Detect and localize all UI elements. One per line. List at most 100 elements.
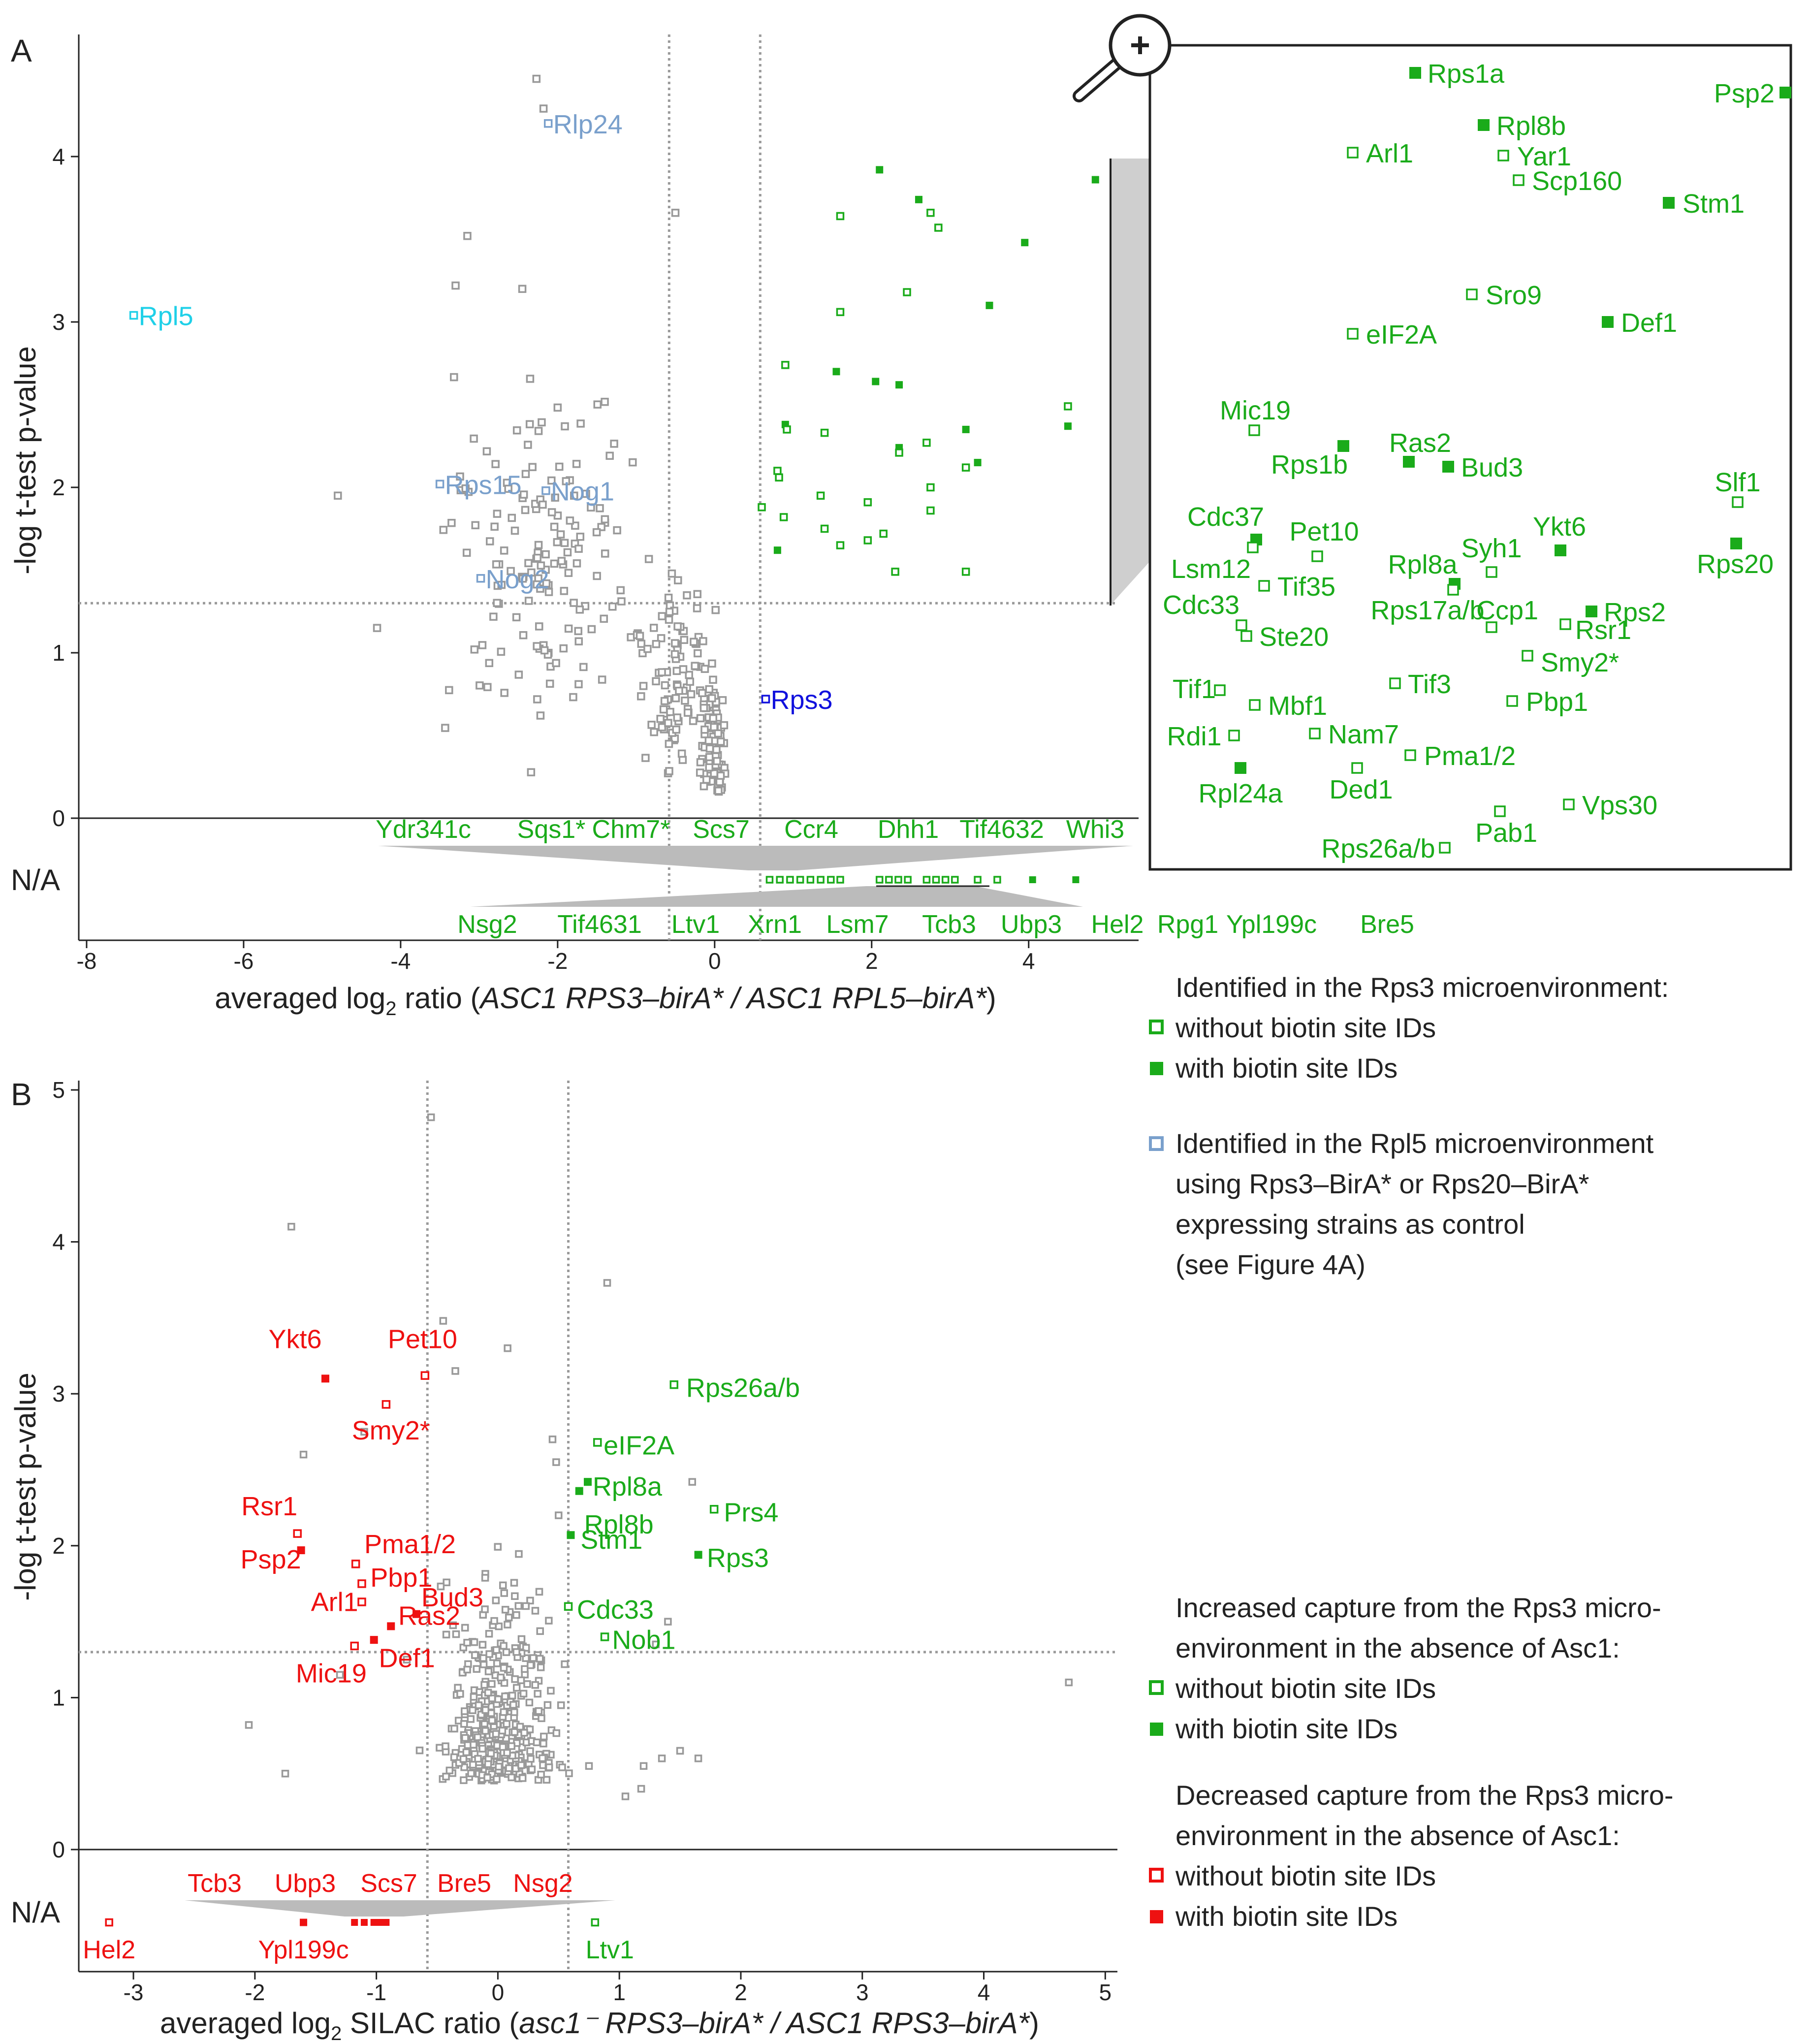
zoom-point-label: Ste20 xyxy=(1259,622,1329,652)
panel-a-na-point xyxy=(993,876,1001,884)
panel-a-gray-point xyxy=(714,729,723,738)
panel-a-x-tick-label: -2 xyxy=(547,948,568,974)
panel-a-gray-point xyxy=(671,208,680,217)
panel-a-gray-point xyxy=(705,753,714,762)
panel-b-gray-point xyxy=(467,1769,475,1778)
panel-b-green-point xyxy=(593,1438,602,1447)
panel-b-gray-point xyxy=(688,1478,697,1486)
panel-a-gray-point xyxy=(559,644,568,653)
panel-b-gray-point xyxy=(529,1654,537,1662)
panel-a-gray-point xyxy=(699,703,708,712)
panel-a-na-bottom-label: Bre5 xyxy=(1360,910,1414,939)
zoom-connector xyxy=(1110,159,1151,606)
panel-a-green-point xyxy=(926,483,935,492)
panel-a-gray-point xyxy=(683,591,691,600)
panel-b-gray-point xyxy=(542,1776,551,1784)
panel-b-x-tick-label: 3 xyxy=(856,1980,869,2005)
panel-a-na-bottom-label: Rpg1 xyxy=(1157,910,1218,939)
panel-a-gray-point xyxy=(566,516,574,525)
panel-b-gray-point xyxy=(526,1597,534,1605)
panel-a-gray-point xyxy=(600,614,608,623)
panel-b-gray-point xyxy=(470,1741,477,1749)
panel-a-green-point xyxy=(926,506,935,515)
zoom-point-label: Rpl8b xyxy=(1496,111,1566,141)
panel-b-gray-point xyxy=(475,1701,483,1709)
panel-a-na-bottom-label: Ltv1 xyxy=(671,910,720,939)
panel-b-gray-point xyxy=(494,1695,502,1703)
zoom-point xyxy=(1522,650,1533,662)
panel-a-gray-point xyxy=(686,677,695,686)
zoom-point-label: Lsm12 xyxy=(1171,554,1251,584)
panel-b-gray-point xyxy=(538,1714,545,1723)
panel-b-gray-point xyxy=(403,1656,411,1663)
panel-a-gray-point xyxy=(716,771,725,780)
panel-a-gray-point xyxy=(664,719,672,727)
panel-b-gray-point xyxy=(478,1745,486,1753)
panel-a-na-point xyxy=(765,876,774,884)
panel-a-gray-point xyxy=(560,539,569,547)
panel-a-gray-point xyxy=(582,489,590,498)
panel-b-gray-point xyxy=(603,1279,611,1287)
panel-a-gray-point xyxy=(711,606,720,614)
zoom-point-label: Rps17a/b xyxy=(1370,596,1484,625)
panel-a-gray-point xyxy=(525,420,534,428)
panel-a-gray-point xyxy=(708,659,716,668)
zoom-point-label: Def1 xyxy=(1621,308,1677,338)
panel-a-green-point xyxy=(926,208,935,217)
panel-b-green-point xyxy=(564,1602,573,1611)
panel-a-gray-point xyxy=(470,434,478,443)
panel-b-na-point-label: Hel2 xyxy=(83,1936,135,1964)
panel-a-gray-point xyxy=(491,460,500,468)
panel-a-gray-point xyxy=(674,576,682,584)
panel-a-na-bottom-label: Xrn1 xyxy=(748,910,802,939)
panel-a-gray-point xyxy=(441,724,449,732)
panel-a-y-tick-label: 3 xyxy=(52,309,65,335)
panel-b-red-label: Def1 xyxy=(379,1644,435,1673)
panel-a-gray-point xyxy=(671,694,680,703)
panel-a-x-tick-label: -6 xyxy=(233,948,254,974)
panel-a-gray-point xyxy=(605,451,614,460)
panel-a-na-top-label: Ccr4 xyxy=(784,815,838,844)
panel-a-na-point xyxy=(875,876,884,884)
legend-a-rpl5-line-1: Identified in the Rpl5 microenvironment xyxy=(1176,1128,1654,1159)
panel-a-gray-point xyxy=(660,697,669,705)
legend-b-decreased-filled-text: with biotin site IDs xyxy=(1175,1901,1398,1932)
zoom-point xyxy=(1486,621,1497,633)
panel-b-gray-point xyxy=(528,1765,536,1773)
panel-b-green-point xyxy=(567,1531,575,1539)
panel-b-gray-point xyxy=(537,1770,545,1779)
panel-b-gray-point xyxy=(517,1761,525,1769)
zoom-point xyxy=(1247,542,1259,553)
panel-b-green-label: Rps3 xyxy=(707,1543,769,1573)
zoom-point-label: Ccp1 xyxy=(1476,596,1538,625)
panel-b-green-point xyxy=(709,1504,719,1514)
panel-b-red-label: Rsr1 xyxy=(241,1492,297,1521)
panel-a-gray-point xyxy=(556,530,565,539)
panel-a-gray-point xyxy=(665,739,673,748)
panel-a-gray-point xyxy=(562,477,571,485)
panel-b-x-tick-label: 5 xyxy=(1099,1980,1112,2005)
panel-a-gray-point xyxy=(570,599,578,607)
panel-a-gray-point xyxy=(483,683,492,691)
panel-b-gray-point xyxy=(281,1769,289,1778)
zoom-point xyxy=(1347,147,1359,159)
panel-a-point-label: Rlp24 xyxy=(553,110,623,139)
panel-a-gray-point xyxy=(700,665,709,673)
panel-a-na-point xyxy=(904,876,912,884)
panel-a-x-tick-label: -8 xyxy=(76,948,96,974)
panel-b-red-point xyxy=(413,1610,421,1618)
panel-a-gray-point xyxy=(592,528,601,537)
zoom-point xyxy=(1235,762,1246,774)
panel-a-point-label: Nog2 xyxy=(486,565,549,594)
panel-b-red-label: Pma1/2 xyxy=(364,1530,456,1559)
panel-b-red-label: Pet10 xyxy=(388,1325,457,1354)
panel-a-gray-point xyxy=(534,541,543,549)
panel-b-gray-point xyxy=(552,1458,560,1466)
panel-a-gray-point xyxy=(677,749,686,758)
panel-b-gray-point xyxy=(585,1762,593,1770)
panel-a-gray-point xyxy=(587,625,596,634)
zoom-inset-frame xyxy=(1148,44,1792,871)
panel-a-gray-point xyxy=(463,232,472,240)
panel-a-gray-point xyxy=(675,686,683,695)
